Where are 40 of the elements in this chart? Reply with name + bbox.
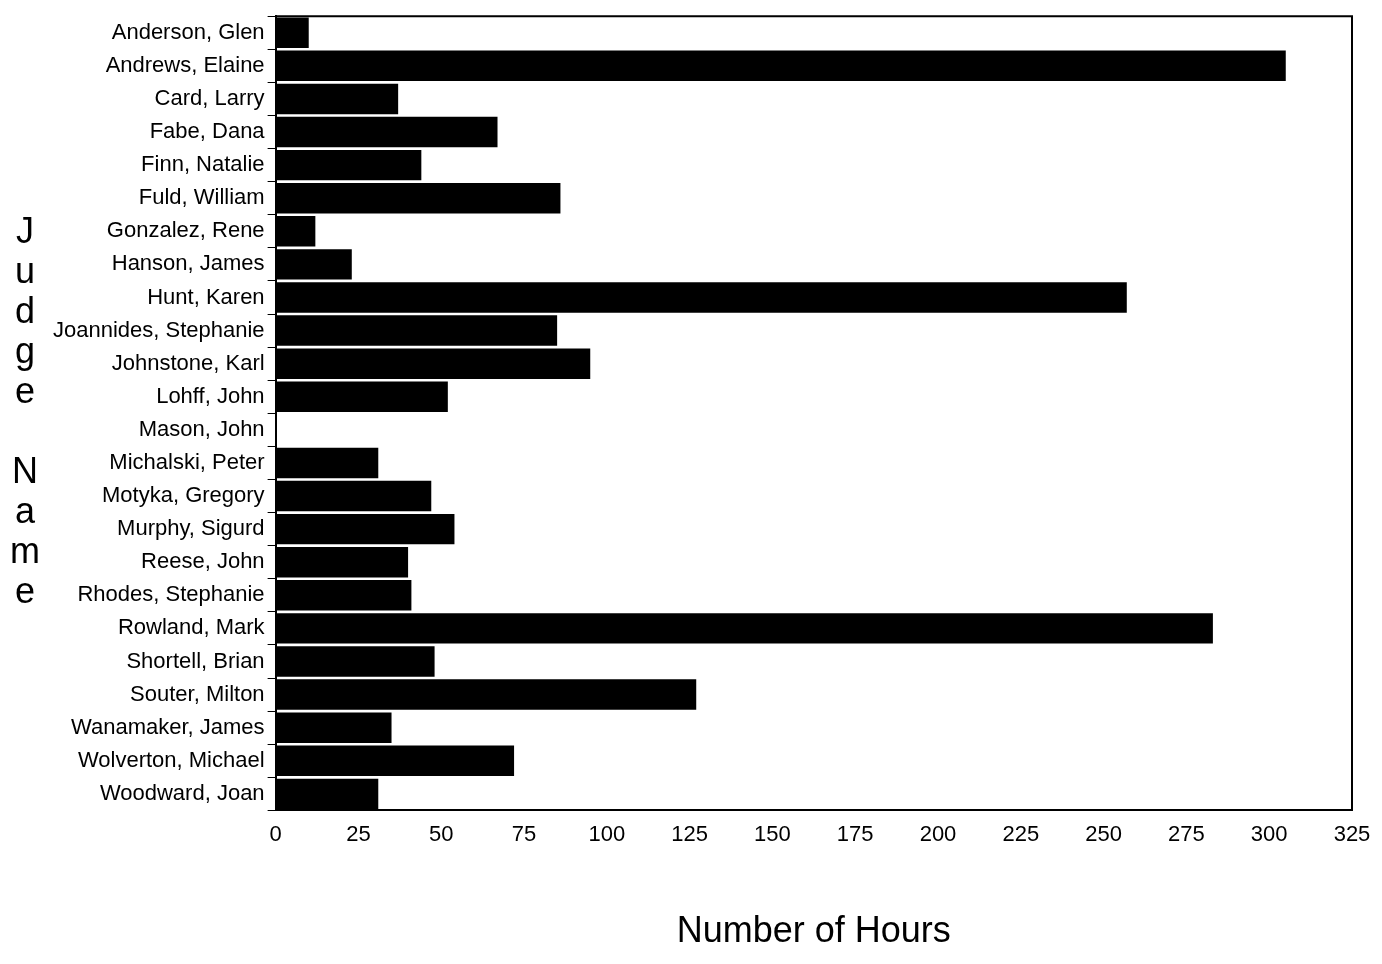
x-tick-label: 100	[588, 820, 626, 846]
y-tick-label: Murphy, Sigurd	[117, 515, 265, 541]
x-tick-label: 125	[671, 820, 708, 846]
y-tick-label: Woodward, Joan	[99, 779, 265, 805]
y-tick-label: Reese, John	[141, 548, 265, 574]
y-tick-label: Finn, Natalie	[141, 151, 265, 177]
y-tick-label: Michalski, Peter	[109, 449, 265, 474]
text: Judge Name	[10, 210, 40, 612]
x-tick-label: 25	[346, 820, 371, 846]
x-tick-label: 300	[1250, 820, 1288, 846]
y-tick-label: Anderson, Glen	[111, 18, 265, 44]
y-tick-label: Rhodes, Stephanie	[77, 581, 265, 607]
y-tick-label: Lohff, John	[156, 382, 265, 408]
x-axis-title: Number of Hours	[676, 909, 951, 951]
y-tick-label: Card, Larry	[154, 84, 265, 110]
x-tick-label: 75	[511, 820, 537, 846]
x-tick-label: 250	[1085, 820, 1122, 846]
y-tick-label: Andrews, Elaine	[105, 51, 265, 77]
x-tick-label: 150	[754, 820, 791, 846]
x-tick-label: 325	[1333, 820, 1371, 846]
x-tick-label: 200	[919, 820, 957, 846]
y-tick-label: Fabe, Dana	[149, 118, 266, 144]
x-tick-label: 175	[836, 820, 874, 846]
y-tick-label: Johnstone, Karl	[111, 349, 265, 375]
y-tick-label: Gonzalez, Rene	[106, 217, 265, 243]
x-tick-label: 225	[1002, 820, 1040, 846]
x-tick-label: 0	[269, 820, 282, 846]
y-tick-label: Hanson, James	[111, 250, 265, 276]
y-tick-label: Rowland, Mark	[117, 614, 266, 640]
x-tick-label: 50	[428, 820, 454, 846]
y-tick-label: Fuld, William	[138, 184, 265, 210]
y-tick-label: Wolverton, Michael	[77, 746, 265, 772]
x-tick-label: 275	[1168, 820, 1205, 846]
y-tick-label: Hunt, Karen	[147, 283, 265, 309]
y-tick-label: Souter, Milton	[130, 680, 265, 706]
y-tick-label: Joannides, Stephanie	[52, 316, 265, 342]
y-tick-label: Wanamaker, James	[71, 713, 265, 739]
y-tick-label: Shortell, Brian	[126, 647, 265, 673]
y-tick-label: Mason, John	[138, 415, 265, 441]
y-tick-label: Motyka, Gregory	[102, 482, 265, 508]
